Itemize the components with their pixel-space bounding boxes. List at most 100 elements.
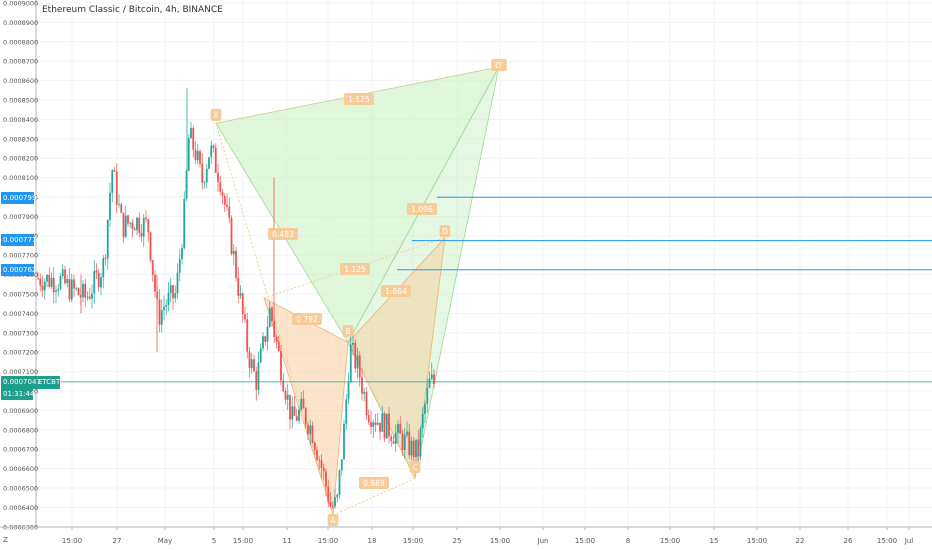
candle-body[interactable] [322,467,325,472]
candle-body[interactable] [358,355,361,378]
candles[interactable] [37,88,435,509]
candle-body[interactable] [406,431,408,436]
candle-body[interactable] [424,403,426,414]
candle-body[interactable] [129,222,132,224]
candle-body[interactable] [185,170,188,200]
candle-body[interactable] [212,145,215,148]
pattern-point-4[interactable]: D [439,225,451,237]
candle-body[interactable] [277,341,280,351]
candle-body[interactable] [338,470,341,495]
candle-body[interactable] [59,276,62,289]
candle-body[interactable] [66,278,69,284]
level-tag-2[interactable]: 0.0007775 [1,234,41,246]
candle-body[interactable] [282,380,285,392]
timezone-label[interactable]: Z [3,536,8,544]
candle-body[interactable] [241,293,244,315]
candle-body[interactable] [379,422,381,432]
candle-body[interactable] [190,127,192,139]
candle-body[interactable] [352,342,354,345]
level-tag-1[interactable]: 0.0007999 [1,192,41,204]
candle-body[interactable] [199,151,201,164]
candle-body[interactable] [367,415,370,423]
candle-body[interactable] [106,219,109,259]
candle-body[interactable] [381,413,384,432]
candle-body[interactable] [349,344,352,382]
candle-body[interactable] [203,182,206,184]
candle-body[interactable] [91,293,93,299]
candle-body[interactable] [361,377,363,394]
candle-body[interactable] [142,217,145,237]
candle-body[interactable] [230,217,233,254]
pattern-ratio-2[interactable]: 1.125 [344,93,374,105]
candle-body[interactable] [109,192,111,220]
candle-body[interactable] [124,215,127,237]
candle-body[interactable] [399,424,402,434]
pattern-point-1[interactable]: A [327,514,339,526]
candle-body[interactable] [235,250,237,278]
harmonic-pattern[interactable] [215,66,500,516]
candle-body[interactable] [223,195,226,205]
candle-body[interactable] [354,342,357,369]
candle-body[interactable] [320,460,323,468]
candle-body[interactable] [104,258,107,259]
candle-body[interactable] [183,199,186,248]
candle-body[interactable] [217,172,219,182]
pattern-point-2[interactable]: B [342,325,354,337]
candle-body[interactable] [127,215,129,224]
candle-body[interactable] [68,278,71,300]
candle-body[interactable] [388,413,390,437]
candle-body[interactable] [289,394,291,420]
candle-body[interactable] [325,471,327,487]
candle-body[interactable] [363,391,366,394]
candle-body[interactable] [131,222,134,229]
candle-body[interactable] [334,497,336,507]
candle-body[interactable] [201,163,204,183]
pattern-triangle-orange-1[interactable] [263,297,349,516]
candle-body[interactable] [174,293,177,299]
candle-body[interactable] [266,327,269,342]
candle-body[interactable] [48,274,51,287]
candle-body[interactable] [61,269,64,277]
candle-body[interactable] [412,440,415,458]
candle-body[interactable] [55,290,57,293]
candle-body[interactable] [37,278,39,280]
candle-body[interactable] [154,274,156,292]
candle-body[interactable] [307,424,309,435]
candle-body[interactable] [77,288,80,296]
candle-body[interactable] [160,310,163,325]
candle-body[interactable] [70,279,73,300]
candle-body[interactable] [376,422,379,425]
candle-body[interactable] [73,279,75,289]
time-axis[interactable]: 15:00 27 May 5 15:00 11 15:00 18 15:00 25 15:00 Jun… [0,526,932,545]
candle-body[interactable] [392,441,395,444]
pattern-ratio-0[interactable]: 0.792 [292,313,322,325]
pattern-ratio-5[interactable]: 1.096 [407,203,437,215]
candle-body[interactable] [246,319,249,352]
candle-body[interactable] [336,494,339,498]
candle-body[interactable] [345,399,348,424]
candle-body[interactable] [88,296,91,299]
candle-body[interactable] [343,423,345,460]
candle-body[interactable] [86,296,89,298]
candle-body[interactable] [426,387,429,404]
candle-body[interactable] [408,431,411,456]
candle-body[interactable] [113,170,116,172]
candle-body[interactable] [403,435,406,451]
candle-body[interactable] [430,374,433,379]
candle-body[interactable] [262,336,264,349]
candle-body[interactable] [331,506,334,508]
candle-body[interactable] [273,321,276,337]
candle-body[interactable] [138,217,141,233]
candle-body[interactable] [149,232,152,261]
pattern-ratio-3[interactable]: 0.689 [359,477,389,489]
candle-body[interactable] [95,270,98,273]
candle-body[interactable] [151,260,154,275]
candle-body[interactable] [311,425,314,443]
pattern-point-0[interactable]: X [210,109,222,121]
candle-body[interactable] [268,307,271,328]
candle-body[interactable] [133,228,136,231]
candle-body[interactable] [221,191,224,196]
candle-body[interactable] [275,336,278,342]
